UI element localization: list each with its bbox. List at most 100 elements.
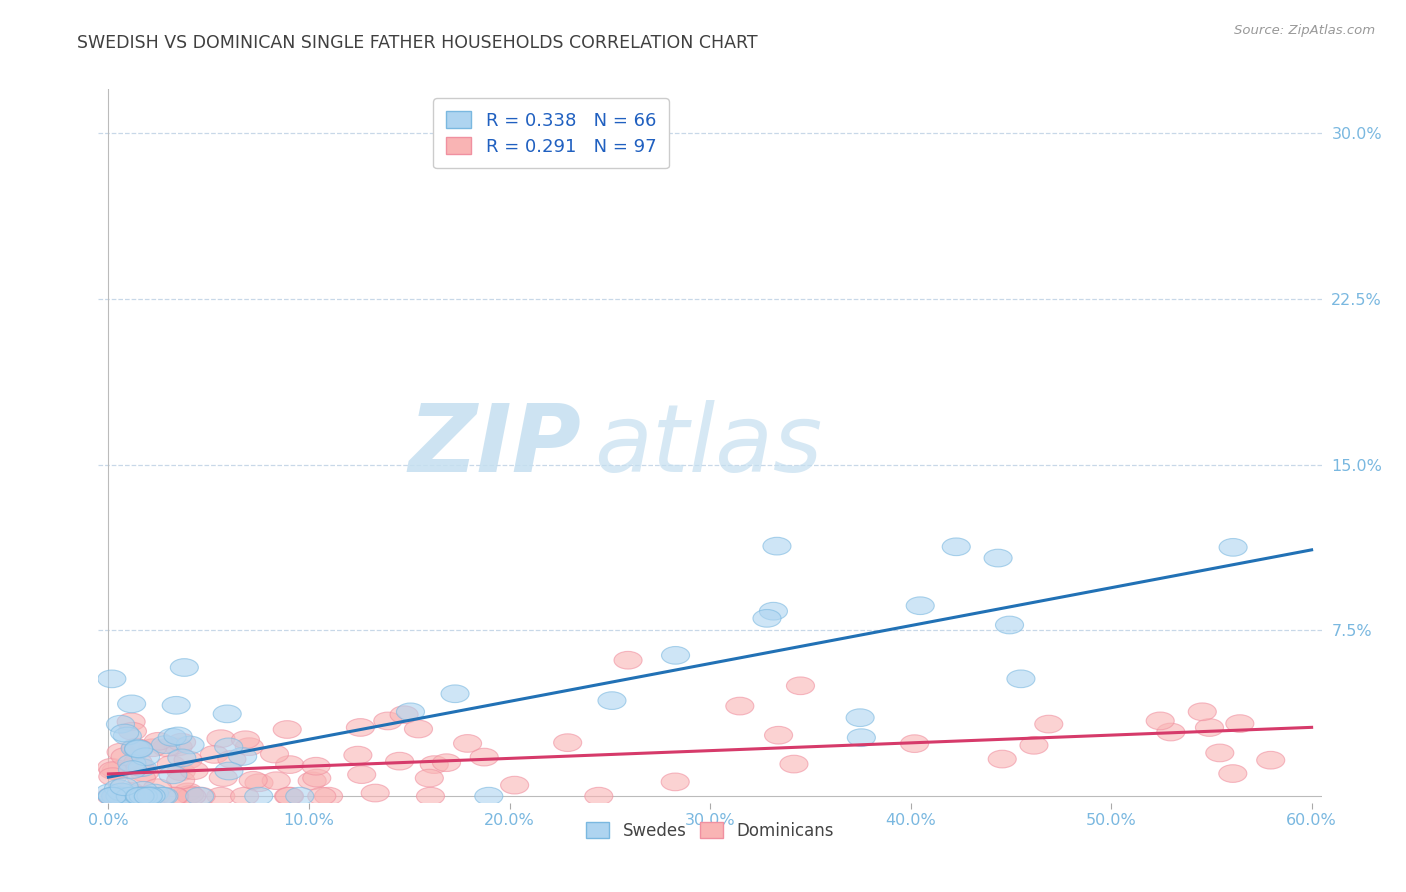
Ellipse shape	[344, 747, 373, 764]
Ellipse shape	[218, 750, 246, 768]
Ellipse shape	[214, 705, 242, 723]
Ellipse shape	[118, 761, 146, 779]
Ellipse shape	[111, 788, 139, 805]
Ellipse shape	[136, 787, 165, 805]
Ellipse shape	[177, 788, 205, 805]
Ellipse shape	[385, 752, 413, 770]
Ellipse shape	[942, 538, 970, 556]
Ellipse shape	[302, 757, 330, 775]
Ellipse shape	[165, 727, 193, 745]
Ellipse shape	[285, 788, 314, 805]
Ellipse shape	[150, 788, 179, 805]
Ellipse shape	[176, 736, 204, 754]
Ellipse shape	[186, 788, 214, 805]
Ellipse shape	[138, 788, 166, 805]
Ellipse shape	[100, 762, 127, 780]
Ellipse shape	[125, 788, 153, 805]
Ellipse shape	[117, 713, 145, 731]
Ellipse shape	[122, 739, 150, 756]
Ellipse shape	[585, 788, 613, 805]
Ellipse shape	[215, 762, 243, 780]
Ellipse shape	[152, 739, 180, 756]
Ellipse shape	[1146, 712, 1174, 730]
Ellipse shape	[98, 768, 127, 786]
Ellipse shape	[111, 724, 139, 742]
Ellipse shape	[131, 764, 159, 781]
Ellipse shape	[262, 772, 290, 789]
Ellipse shape	[132, 788, 160, 805]
Ellipse shape	[104, 788, 132, 805]
Ellipse shape	[1226, 714, 1254, 732]
Ellipse shape	[148, 788, 176, 805]
Ellipse shape	[98, 788, 127, 805]
Ellipse shape	[139, 739, 167, 756]
Text: atlas: atlas	[593, 401, 823, 491]
Ellipse shape	[167, 763, 195, 780]
Ellipse shape	[308, 788, 336, 805]
Ellipse shape	[207, 730, 235, 747]
Legend: Swedes, Dominicans: Swedes, Dominicans	[578, 814, 842, 848]
Ellipse shape	[176, 786, 204, 804]
Ellipse shape	[103, 788, 131, 805]
Ellipse shape	[117, 782, 145, 800]
Ellipse shape	[174, 783, 202, 801]
Ellipse shape	[110, 778, 138, 796]
Ellipse shape	[124, 739, 152, 757]
Ellipse shape	[239, 772, 267, 789]
Ellipse shape	[117, 788, 145, 805]
Text: Source: ZipAtlas.com: Source: ZipAtlas.com	[1234, 24, 1375, 37]
Ellipse shape	[132, 747, 160, 765]
Ellipse shape	[346, 719, 374, 736]
Ellipse shape	[274, 788, 302, 805]
Ellipse shape	[127, 788, 155, 805]
Ellipse shape	[128, 759, 156, 776]
Ellipse shape	[118, 695, 146, 713]
Ellipse shape	[118, 723, 146, 740]
Ellipse shape	[1219, 764, 1247, 782]
Ellipse shape	[125, 740, 153, 758]
Ellipse shape	[298, 772, 326, 789]
Ellipse shape	[127, 758, 155, 776]
Ellipse shape	[389, 706, 418, 723]
Ellipse shape	[786, 677, 814, 695]
Ellipse shape	[209, 769, 238, 787]
Ellipse shape	[315, 788, 343, 805]
Ellipse shape	[129, 788, 157, 805]
Ellipse shape	[107, 715, 135, 733]
Ellipse shape	[167, 772, 194, 789]
Ellipse shape	[475, 788, 503, 805]
Ellipse shape	[900, 735, 928, 753]
Ellipse shape	[134, 788, 162, 805]
Ellipse shape	[1206, 744, 1234, 762]
Ellipse shape	[152, 736, 180, 754]
Ellipse shape	[661, 773, 689, 790]
Ellipse shape	[396, 703, 425, 721]
Ellipse shape	[167, 749, 195, 767]
Ellipse shape	[245, 788, 273, 805]
Ellipse shape	[441, 685, 470, 703]
Ellipse shape	[1035, 715, 1063, 733]
Ellipse shape	[405, 720, 433, 738]
Ellipse shape	[984, 549, 1012, 567]
Ellipse shape	[276, 756, 304, 773]
Ellipse shape	[260, 745, 288, 763]
Ellipse shape	[129, 781, 157, 799]
Ellipse shape	[765, 726, 793, 744]
Ellipse shape	[159, 766, 187, 784]
Ellipse shape	[1257, 751, 1285, 769]
Ellipse shape	[160, 788, 188, 805]
Text: ZIP: ZIP	[409, 400, 582, 492]
Ellipse shape	[347, 766, 375, 783]
Ellipse shape	[207, 788, 235, 805]
Ellipse shape	[763, 537, 792, 555]
Ellipse shape	[170, 658, 198, 676]
Ellipse shape	[232, 731, 260, 748]
Ellipse shape	[97, 788, 125, 805]
Ellipse shape	[1019, 737, 1047, 754]
Ellipse shape	[114, 727, 142, 745]
Ellipse shape	[614, 651, 643, 669]
Ellipse shape	[848, 729, 876, 747]
Ellipse shape	[759, 602, 787, 620]
Ellipse shape	[361, 784, 389, 802]
Ellipse shape	[180, 762, 208, 780]
